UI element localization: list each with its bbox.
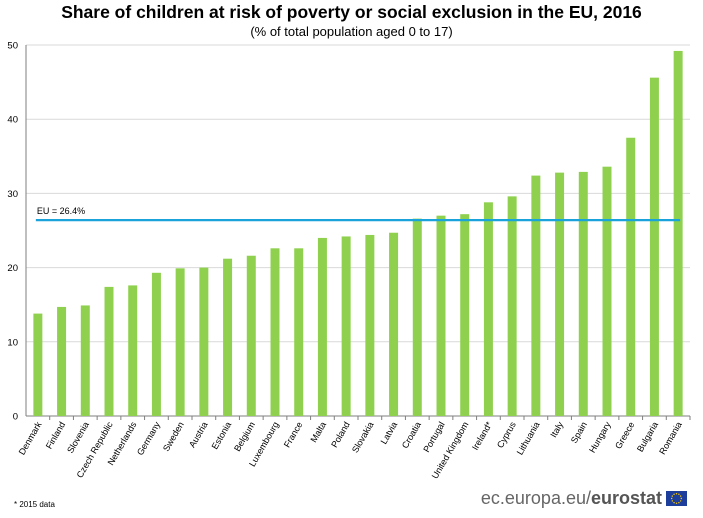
- bar: [602, 166, 612, 416]
- flag-star: [673, 493, 675, 496]
- flag-star: [679, 500, 682, 502]
- bar: [294, 248, 304, 416]
- bar: [365, 234, 375, 416]
- x-tick-label: Italy: [548, 420, 565, 440]
- flag-star: [671, 500, 674, 502]
- x-tick-label: Poland: [329, 420, 352, 449]
- brand-text: ec.europa.eu/eurostat: [481, 488, 662, 509]
- x-tick-label: Denmark: [17, 420, 44, 457]
- flag-star: [671, 497, 673, 500]
- y-tick-label: 30: [7, 189, 18, 200]
- x-tick-label: Austria: [187, 420, 210, 449]
- brand-url: ec.europa.eu/: [480, 488, 591, 508]
- chart-title: Share of children at risk of poverty or …: [61, 2, 642, 22]
- bar: [270, 248, 280, 416]
- x-tick-label: Spain: [569, 420, 589, 445]
- bar: [460, 214, 470, 416]
- bar: [626, 137, 636, 416]
- flag-star: [679, 495, 682, 497]
- x-tick-label: Malta: [308, 420, 328, 444]
- x-tick-label: France: [282, 420, 305, 449]
- flag-star: [671, 495, 674, 497]
- bar: [246, 255, 256, 416]
- bar: [483, 202, 493, 416]
- bar: [175, 268, 185, 416]
- bar: [199, 267, 209, 416]
- eu-flag-icon: [666, 491, 687, 506]
- bar: [412, 218, 422, 416]
- flag-star: [675, 502, 678, 504]
- footnote: * 2015 data: [14, 500, 55, 509]
- bar: [80, 305, 90, 416]
- bar: [104, 286, 114, 416]
- bar: [507, 196, 517, 416]
- bar: [33, 313, 43, 416]
- y-tick-label: 0: [13, 412, 18, 423]
- x-tick-label: Bulgaria: [635, 420, 660, 454]
- bar: [673, 50, 683, 416]
- bar: [317, 237, 327, 416]
- flag-star: [678, 493, 680, 496]
- x-tick-label: Sweden: [161, 420, 186, 453]
- y-tick-label: 40: [7, 115, 18, 126]
- x-tick-label: Latvia: [379, 420, 400, 446]
- x-tick-label: Portugal: [421, 420, 446, 454]
- bar: [341, 236, 351, 416]
- y-tick-label: 50: [7, 41, 18, 52]
- bar: [223, 258, 233, 416]
- x-tick-label: Lithuania: [515, 420, 542, 457]
- x-tick-label: Croatia: [400, 420, 423, 450]
- x-tick-label: Greece: [613, 420, 636, 451]
- flag-star: [678, 501, 680, 504]
- x-tick-label: Cyprus: [495, 420, 518, 450]
- x-tick-label: Estonia: [210, 420, 234, 451]
- x-tick-label: Slovakia: [350, 420, 376, 454]
- bar: [128, 285, 138, 416]
- x-tick-label: Ireland*: [470, 420, 494, 452]
- bar: [151, 272, 161, 416]
- bar: [531, 175, 541, 416]
- bar: [436, 215, 446, 416]
- bar: [555, 172, 565, 416]
- y-tick-label: 10: [7, 337, 18, 348]
- eu-average-label: EU = 26.4%: [37, 206, 85, 216]
- x-tick-label: Belgium: [232, 420, 257, 453]
- bar: [578, 171, 588, 416]
- y-tick-label: 20: [7, 263, 18, 274]
- x-tick-label: Germany: [135, 420, 162, 457]
- x-tick-label: Hungary: [587, 420, 613, 455]
- bar: [389, 232, 399, 416]
- x-tick-label: Finland: [44, 420, 67, 451]
- x-tick-label: Slovenia: [65, 420, 91, 455]
- x-tick-label: Romania: [657, 420, 684, 456]
- flag-star: [675, 493, 678, 495]
- brand-name: eurostat: [590, 488, 662, 508]
- eurostat-brand: ec.europa.eu/eurostat: [481, 488, 687, 509]
- bar: [57, 306, 67, 416]
- flag-star: [680, 497, 682, 500]
- flag-star: [673, 501, 675, 504]
- chart-subtitle: (% of total population aged 0 to 17): [250, 24, 453, 39]
- bar: [649, 77, 659, 416]
